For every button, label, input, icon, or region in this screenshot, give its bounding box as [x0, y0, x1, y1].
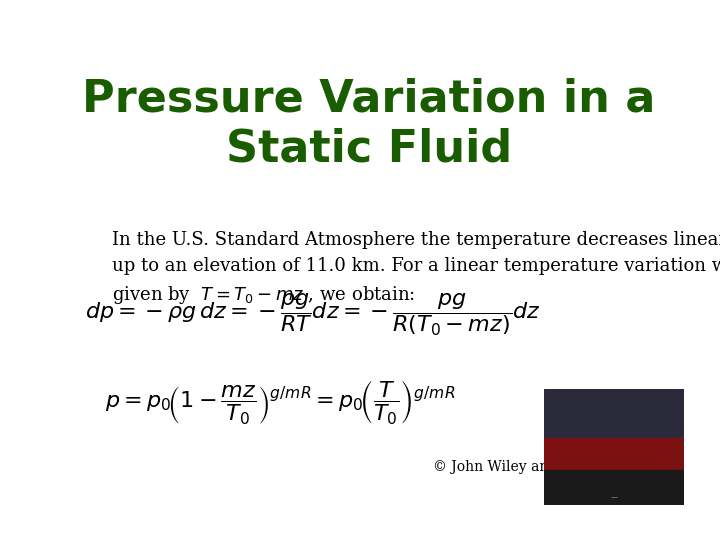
Bar [544, 389, 684, 437]
Bar [544, 437, 684, 470]
Text: In the U.S. Standard Atmosphere the temperature decreases linearly with altitude: In the U.S. Standard Atmosphere the temp… [112, 231, 720, 306]
Text: $p = p_0\!\left(1 - \dfrac{mz}{T_0}\right)^{g/mR} = p_0\!\left(\dfrac{T}{T_0}\ri: $p = p_0\!\left(1 - \dfrac{mz}{T_0}\righ… [104, 377, 455, 426]
Text: © John Wiley and Sons, Inc.: © John Wiley and Sons, Inc. [433, 461, 631, 474]
Text: —: — [611, 494, 617, 500]
Text: $dp = -\rho g\, dz = -\dfrac{pg}{RT}dz = -\dfrac{pg}{R(T_0 - mz)}dz$: $dp = -\rho g\, dz = -\dfrac{pg}{RT}dz =… [85, 291, 541, 338]
Bar [544, 470, 684, 505]
Text: Pressure Variation in a
Static Fluid: Pressure Variation in a Static Fluid [82, 77, 656, 170]
